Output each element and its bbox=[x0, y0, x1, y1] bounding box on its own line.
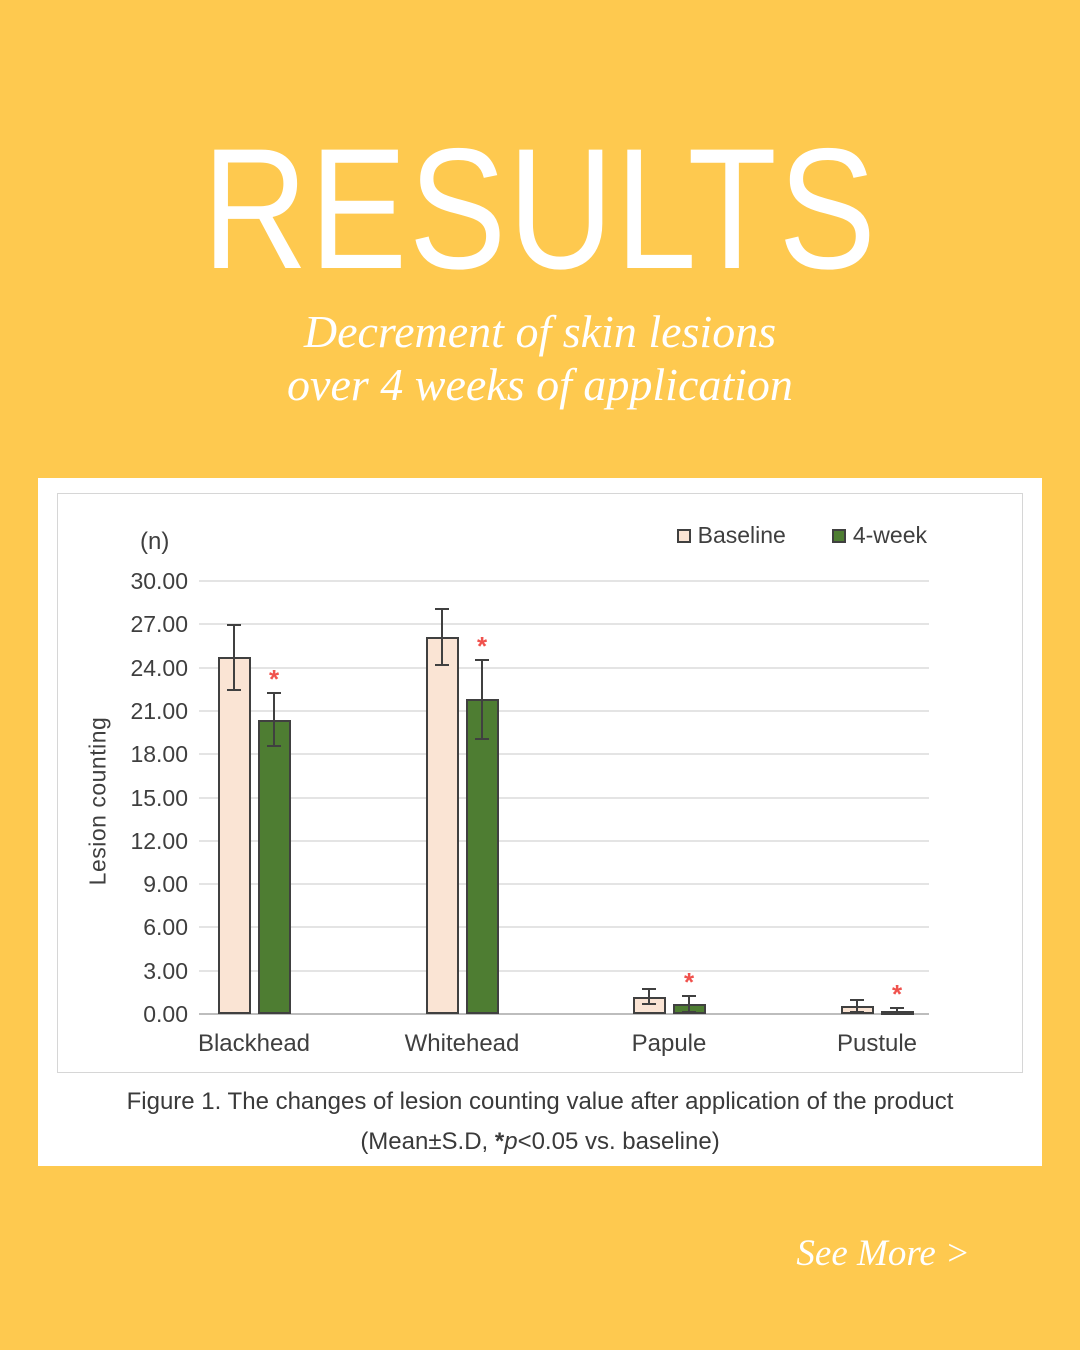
error-bar-cap-bottom bbox=[227, 688, 241, 691]
caption-significance-star: * bbox=[494, 1128, 505, 1155]
y-tick-label: 18.00 bbox=[130, 741, 188, 768]
gridline bbox=[199, 839, 929, 842]
error-bar-cap-top bbox=[227, 624, 241, 627]
gridline bbox=[199, 666, 929, 669]
y-tick-label: 12.00 bbox=[130, 827, 188, 854]
gridline bbox=[199, 969, 929, 972]
error-bar-cap-top bbox=[475, 658, 489, 661]
x-category-label: Whitehead bbox=[404, 1030, 520, 1057]
x-category-label: Blackhead bbox=[197, 1030, 311, 1057]
legend-item-baseline: Baseline bbox=[676, 522, 786, 549]
error-bar-cap-bottom bbox=[642, 1003, 656, 1006]
bar-4-week-whitehead bbox=[465, 699, 499, 1014]
error-bar-cap-bottom bbox=[682, 1011, 696, 1014]
x-category-label: Papule bbox=[631, 1030, 707, 1057]
figure-card: (n) Lesion counting Baseline 4-week 0.00… bbox=[38, 478, 1042, 1166]
page-subtitle: Decrement of skin lesions over 4 weeks o… bbox=[0, 305, 1080, 411]
significance-star: * bbox=[683, 966, 695, 997]
legend-item-4week: 4-week bbox=[831, 522, 927, 549]
error-bar-cap-bottom bbox=[267, 744, 281, 747]
y-tick-label: 3.00 bbox=[143, 957, 188, 984]
gridline bbox=[199, 753, 929, 756]
caption-suffix: <0.05 vs. baseline) bbox=[517, 1128, 720, 1155]
subtitle-line-2: over 4 weeks of application bbox=[287, 359, 793, 410]
error-bar bbox=[688, 994, 690, 1014]
y-tick-label: 9.00 bbox=[143, 871, 188, 898]
y-tick-label: 21.00 bbox=[130, 697, 188, 724]
gridline bbox=[199, 796, 929, 799]
error-bar-cap-top bbox=[682, 994, 696, 997]
bar-4-week-blackhead bbox=[257, 719, 291, 1014]
error-bar-cap-top bbox=[890, 1006, 904, 1009]
page-title: RESULTS bbox=[202, 113, 878, 305]
error-bar-cap-top bbox=[267, 692, 281, 695]
error-bar bbox=[648, 988, 650, 1006]
error-bar-cap-bottom bbox=[475, 737, 489, 740]
significance-star: * bbox=[891, 978, 903, 1009]
bar-baseline-blackhead bbox=[217, 657, 251, 1014]
caption-prefix: (Mean±S.D, bbox=[360, 1128, 495, 1155]
significance-star: * bbox=[476, 630, 488, 661]
subtitle-line-1: Decrement of skin lesions bbox=[303, 306, 777, 357]
see-more-link[interactable]: See More > bbox=[796, 1233, 970, 1274]
error-bar bbox=[896, 1006, 898, 1016]
error-bar-cap-bottom bbox=[890, 1013, 904, 1016]
caption-line-2: (Mean±S.D, *p<0.05 vs. baseline) bbox=[38, 1122, 1042, 1162]
y-tick-label: 15.00 bbox=[130, 784, 188, 811]
error-bar bbox=[856, 998, 858, 1014]
bar-baseline-whitehead bbox=[425, 637, 459, 1014]
error-bar-cap-top bbox=[850, 998, 864, 1001]
chart-frame: (n) Lesion counting Baseline 4-week 0.00… bbox=[57, 493, 1023, 1073]
y-tick-label: 0.00 bbox=[143, 1001, 188, 1027]
error-bar-cap-top bbox=[642, 988, 656, 991]
legend-swatch-baseline bbox=[676, 528, 691, 543]
gridline bbox=[199, 709, 929, 712]
caption-p-symbol: p bbox=[504, 1128, 518, 1155]
caption-line-1: Figure 1. The changes of lesion counting… bbox=[126, 1088, 954, 1115]
plot-area: 0.00 3.00 6.00 9.00 12.00 15.00 18.00 21.00 24.0… bbox=[58, 494, 1022, 1072]
y-axis-unit-label: (n) bbox=[140, 528, 170, 555]
legend-label-baseline: Baseline bbox=[697, 522, 786, 548]
error-bar bbox=[481, 658, 483, 740]
gridline bbox=[199, 883, 929, 886]
legend-swatch-4week bbox=[831, 528, 846, 543]
error-bar-cap-top bbox=[435, 608, 449, 611]
gridline bbox=[199, 926, 929, 929]
y-tick-label: 27.00 bbox=[130, 611, 188, 638]
y-tick-label: 24.00 bbox=[130, 654, 188, 681]
error-bar-cap-bottom bbox=[435, 664, 449, 667]
chart-legend: Baseline 4-week bbox=[676, 522, 927, 549]
error-bar-cap-bottom bbox=[850, 1011, 864, 1014]
x-axis-line bbox=[199, 1013, 929, 1015]
y-tick-label: 6.00 bbox=[143, 914, 188, 941]
error-bar bbox=[233, 624, 235, 691]
error-bar bbox=[441, 608, 443, 667]
gridline bbox=[199, 623, 929, 626]
significance-star: * bbox=[268, 664, 280, 695]
gridline bbox=[199, 580, 929, 582]
y-tick-label: 30.00 bbox=[130, 568, 188, 594]
error-bar bbox=[273, 692, 275, 747]
legend-label-4week: 4-week bbox=[852, 522, 927, 548]
x-category-label: Pustule bbox=[836, 1030, 918, 1057]
figure-caption: Figure 1. The changes of lesion counting… bbox=[38, 1082, 1042, 1162]
